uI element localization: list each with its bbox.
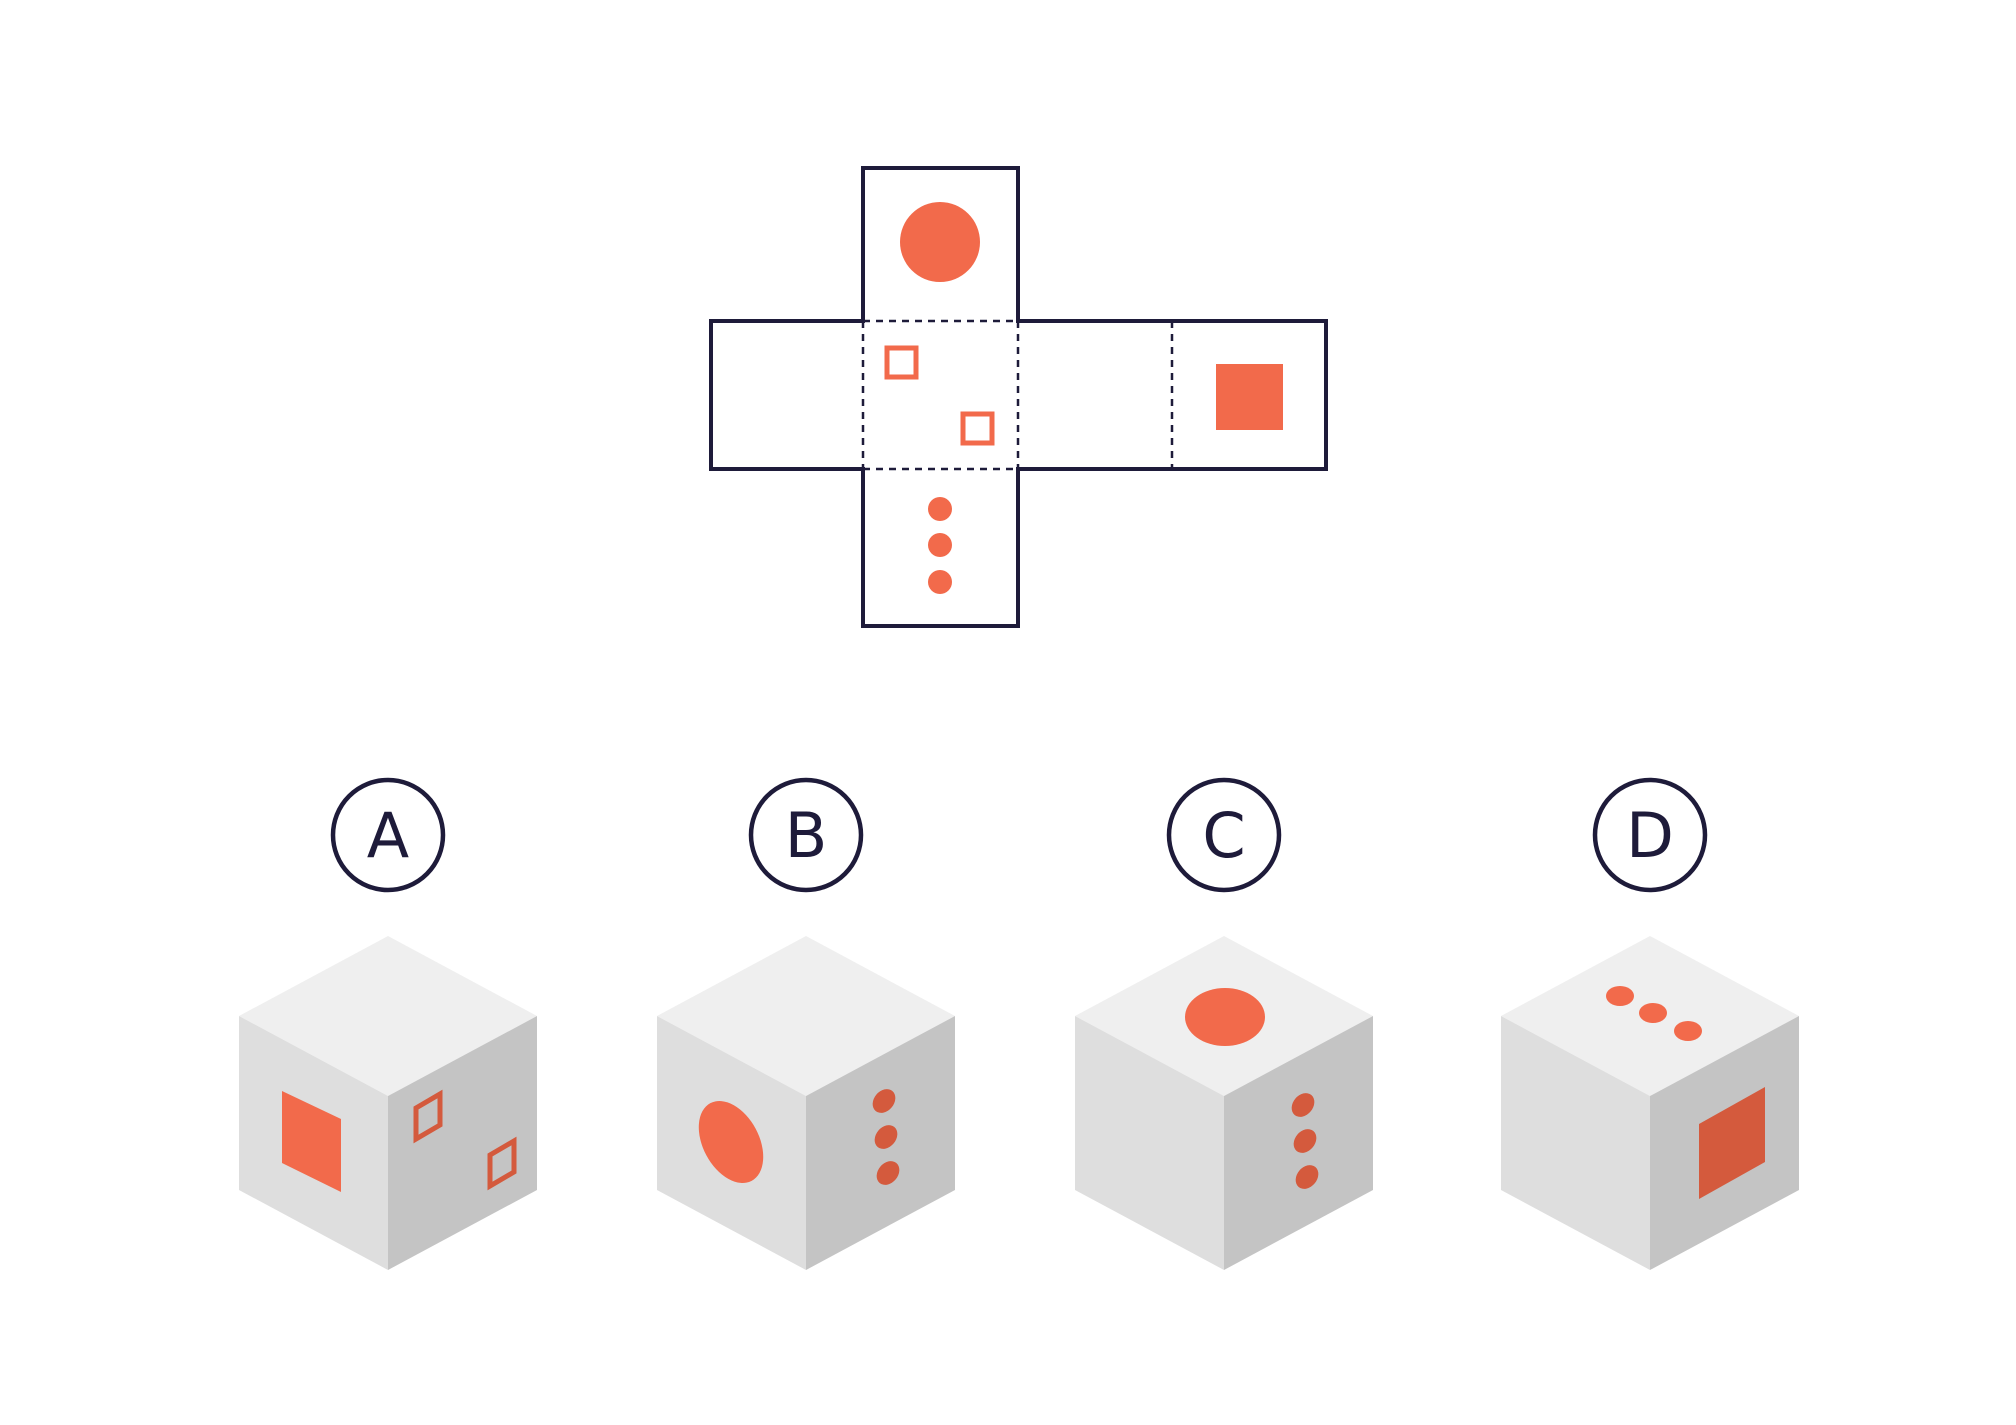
net-face-top-circle (900, 202, 980, 282)
option-letter: D (1626, 799, 1674, 872)
cube-d-top-dot (1674, 1021, 1702, 1041)
option-d[interactable]: D (1501, 777, 1799, 1270)
cube-right-face (388, 1016, 537, 1270)
cube-b-right-dot (876, 1161, 900, 1185)
cube-c (1075, 936, 1373, 1270)
net-face-center-hollow-square (960, 411, 995, 446)
cube-b-right-dot (874, 1125, 898, 1149)
cube-d (1501, 936, 1799, 1270)
cube-b-right-dot (872, 1089, 896, 1113)
option-letter: B (785, 799, 828, 872)
cube-a-left-square (282, 1091, 341, 1192)
cube-c-right-dot (1293, 1129, 1317, 1153)
option-a[interactable]: A (239, 777, 537, 1270)
net-face-center-hollow-square (884, 345, 919, 380)
cube-left-face (1075, 1016, 1224, 1270)
option-label-c[interactable]: C (1166, 777, 1282, 893)
option-letter: C (1202, 799, 1245, 872)
cube-b (657, 936, 955, 1270)
cube-d-right-square (1699, 1087, 1765, 1199)
cube-d-top-dot (1606, 986, 1634, 1006)
option-label-b[interactable]: B (748, 777, 864, 893)
cube-c-right-dot (1291, 1093, 1315, 1117)
option-label-d[interactable]: D (1592, 777, 1708, 893)
option-b[interactable]: B (657, 777, 955, 1270)
net-fold-lines (861, 319, 1174, 471)
option-label-a[interactable]: A (330, 777, 446, 893)
cube-a (239, 936, 537, 1270)
cube-d-top-dot (1639, 1003, 1667, 1023)
cube-net (709, 166, 1328, 628)
option-c[interactable]: C (1075, 777, 1373, 1270)
cube-left-face (1501, 1016, 1650, 1270)
cube-a-right-hollow-square (413, 1089, 443, 1144)
option-letter: A (367, 799, 409, 872)
cube-a-right-hollow-square (487, 1136, 517, 1191)
cube-b-left-circle (698, 1100, 764, 1184)
net-face-bottom-dot (928, 533, 952, 557)
net-face-bottom-dot (928, 497, 952, 521)
net-face-bottom-dot (928, 570, 952, 594)
cube-c-top-circle (1185, 988, 1265, 1046)
cube-c-right-dot (1295, 1165, 1319, 1189)
net-face-far-right-square (1216, 364, 1283, 430)
